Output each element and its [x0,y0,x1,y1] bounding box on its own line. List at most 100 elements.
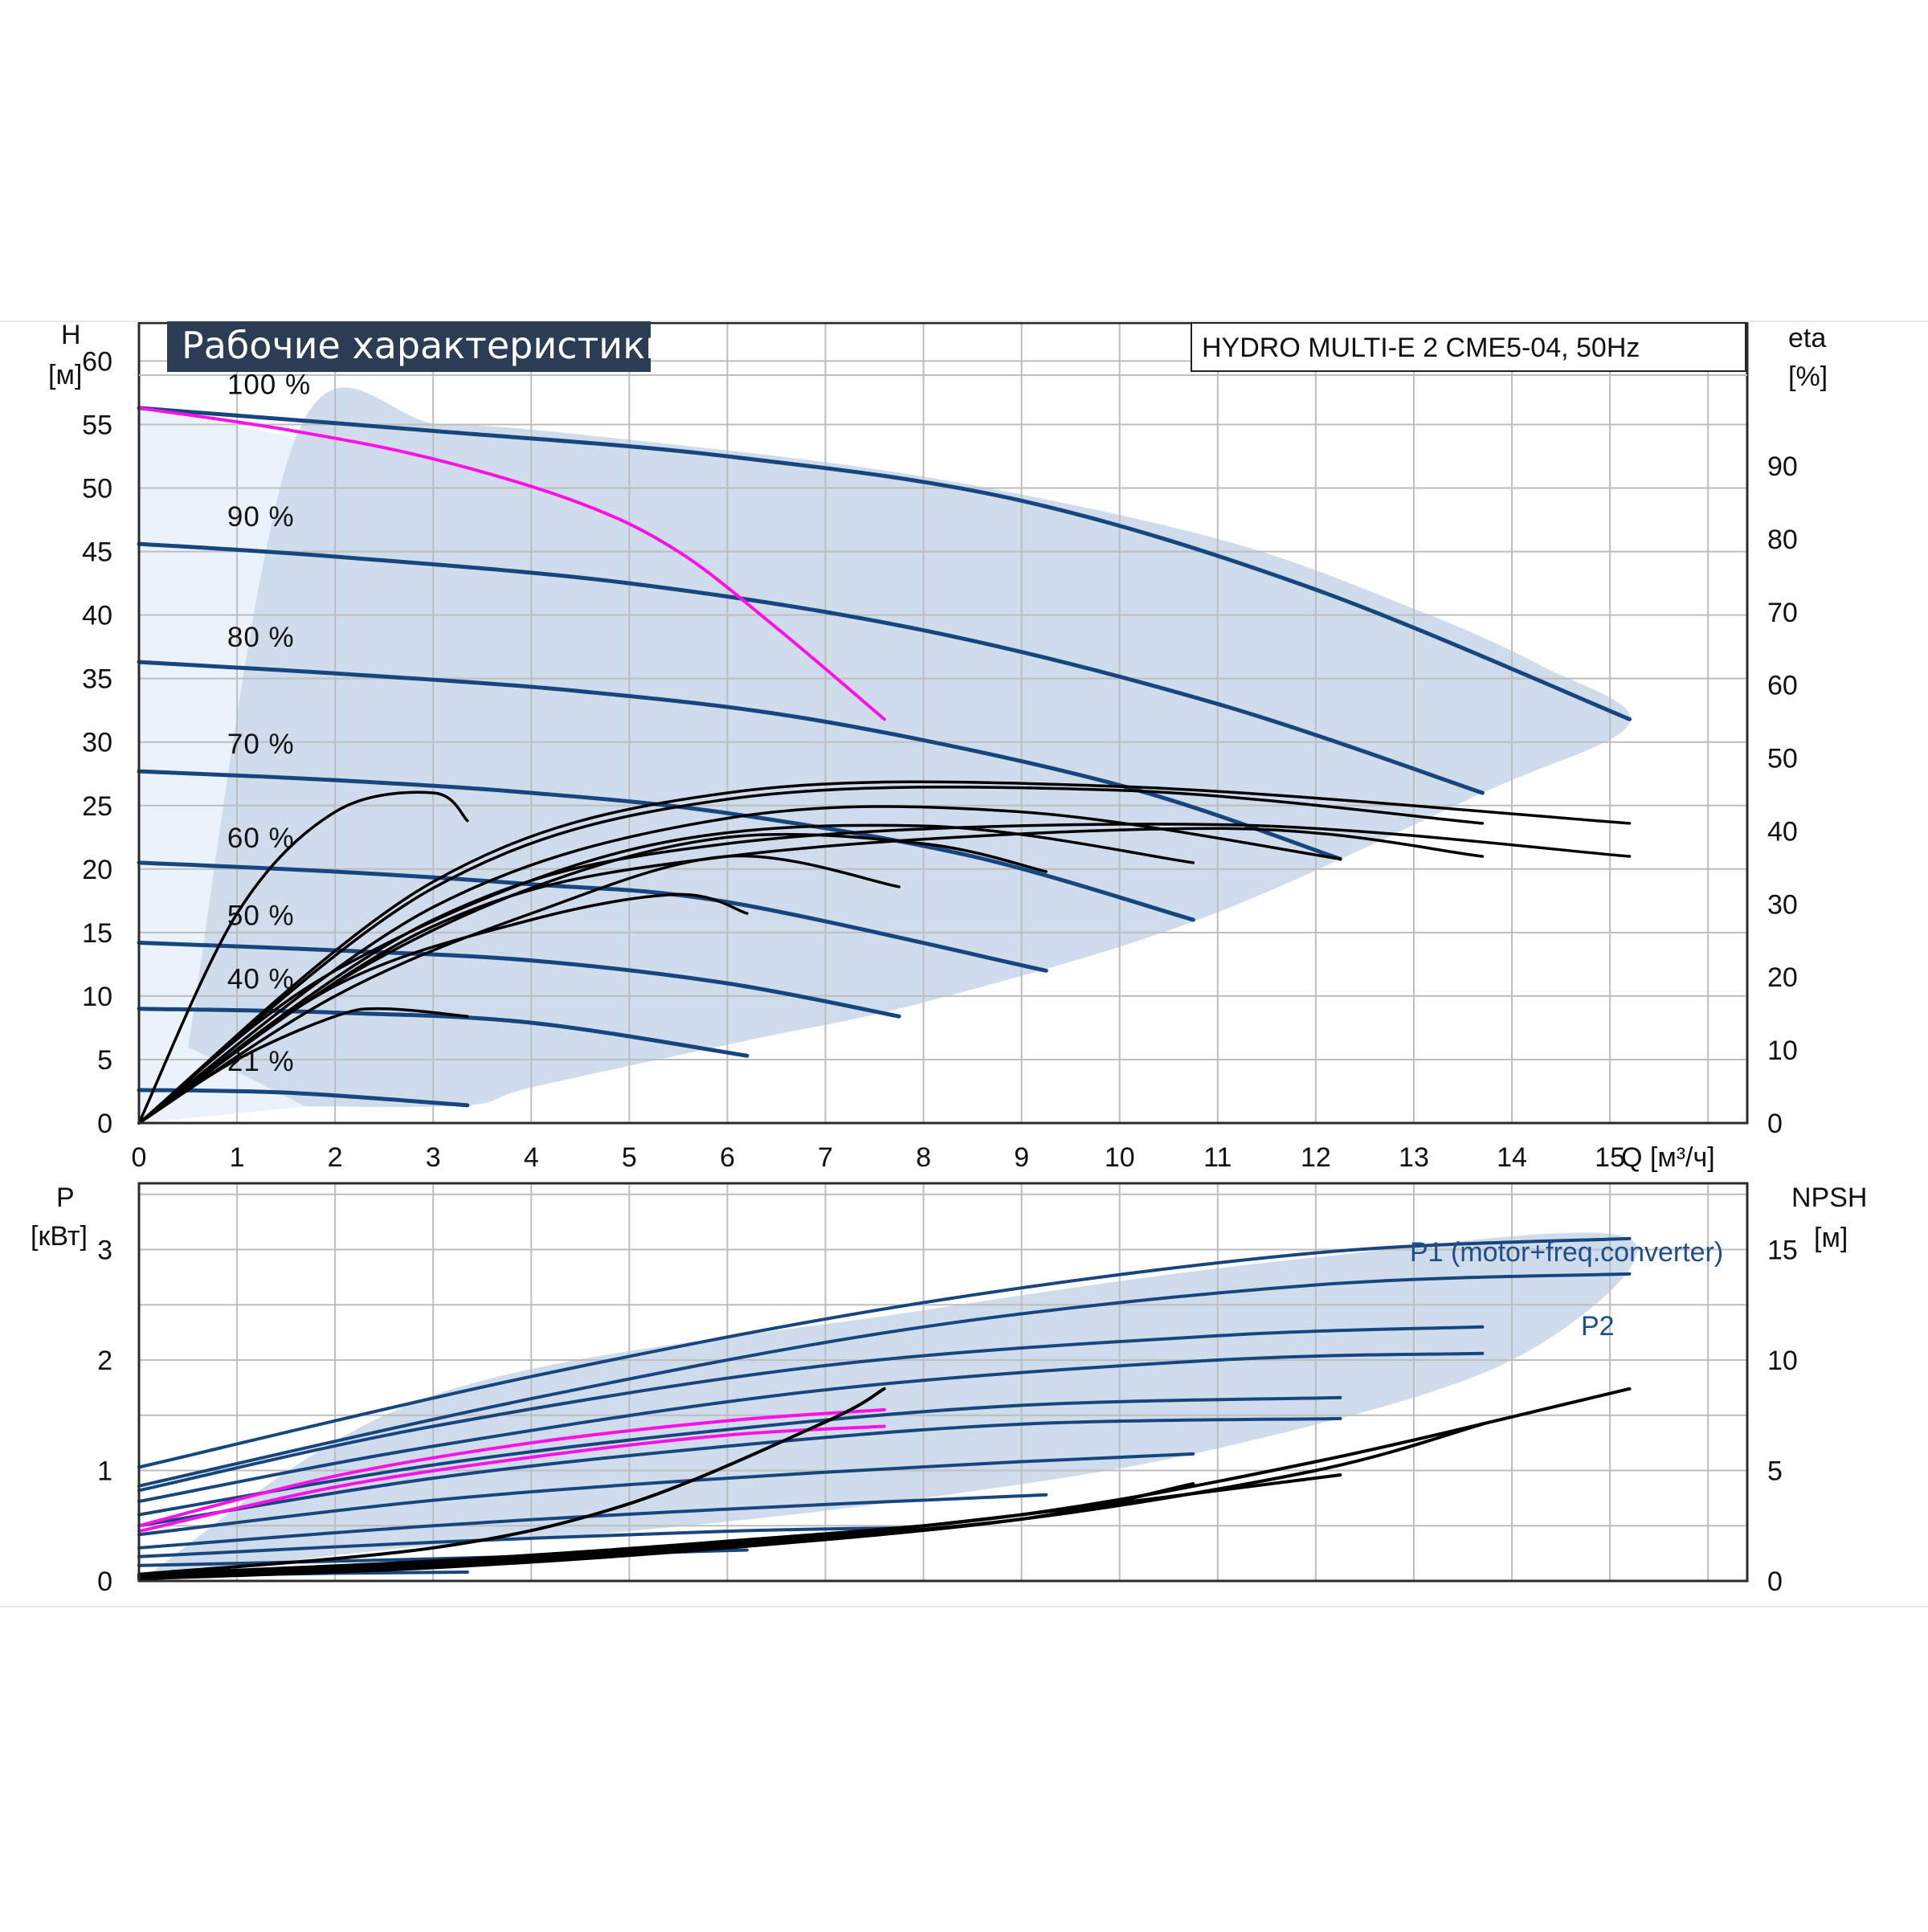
eta-tick-label: 60 [1767,671,1798,701]
upper-eff-curve-17 [137,780,1632,1125]
x-tick-label: 12 [1301,1142,1331,1173]
eta-tick-label: 90 [1767,451,1798,482]
upper-head-curve-2 [137,660,1342,861]
head-tick-label: 50 [82,474,112,504]
title-box [167,321,651,372]
x-tick-label: 11 [1203,1142,1232,1173]
npsh-tick-label: 0 [1767,1566,1783,1597]
speed-label: 40 % [227,963,295,995]
lower-power-curve-1 [137,1272,1632,1488]
power-axis-unit: [кВт] [31,1221,88,1252]
labels-layer: 0 1 2 3 4 5 6 7 8 9 10 11 12 13 14 15051015202530354045… [82,346,1798,1597]
upper-eff-curve-12 [137,854,901,1125]
head-tick-label: 30 [82,728,112,758]
lower-power-curve-4 [137,1395,1342,1517]
x-tick-label: 9 [1014,1142,1029,1173]
lower-power-curve-7 [137,1493,1048,1550]
operating-region [188,387,1631,1108]
x-tick-label: 0 [132,1142,147,1173]
lower-npsh-curve-17 [137,1387,886,1576]
lower-npsh-curve-15 [137,1473,1342,1579]
eta-tick-label: 0 [1767,1109,1783,1139]
upper-eff-curve-9 [137,790,469,1125]
power-tick-label: 1 [97,1456,112,1487]
speed-label: 21 % [227,1046,295,1077]
npsh-axis-unit: [м] [1814,1223,1848,1253]
model-label: HYDRO MULTI-E 2 CME5-04, 50Hz [1202,333,1640,363]
eta-axis-unit: [%] [1788,361,1828,392]
speed-label: 70 % [227,729,295,760]
head-tick-label: 15 [82,918,112,949]
npsh-axis-symbol: NPSH [1791,1182,1867,1213]
upper-eff-curve-16 [137,785,1485,1125]
upper-head-curve-0 [137,406,1632,721]
x-tick-label: 2 [328,1142,343,1173]
x-tick-label: 15 [1595,1142,1625,1173]
upper-plot-frame [137,321,1749,1125]
eta-tick-label: 80 [1767,525,1798,555]
speed-label: 100 % [227,370,311,401]
chart-title: Рабочие характеристики [182,324,669,367]
eta-tick-label: 30 [1767,889,1798,920]
head-tick-label: 10 [82,982,112,1012]
head-tick-label: 0 [97,1109,112,1139]
flow-axis-title: Q [м³/ч] [1621,1142,1715,1173]
lower-power-curve-2 [137,1325,1485,1493]
power-tick-label: 0 [97,1566,112,1597]
x-tick-label: 6 [720,1142,735,1173]
upper-eff-curve-19 [137,827,1485,1125]
upper-head-curve-1 [137,541,1485,795]
x-tick-label: 5 [622,1142,637,1173]
head-axis-symbol: H [61,320,81,350]
npsh-tick-label: 15 [1767,1236,1798,1266]
x-tick-label: 1 [230,1142,245,1173]
lower-npsh-curve-16 [137,1482,1195,1581]
power-tick-label: 3 [97,1236,112,1266]
lower-power-curve-6 [137,1452,1195,1537]
lower-power-curve-3 [137,1351,1485,1503]
head-tick-label: 20 [82,855,112,885]
head-tick-label: 25 [82,791,112,822]
x-tick-label: 7 [818,1142,833,1173]
head-tick-label: 40 [82,601,112,631]
model-box [1191,322,1746,372]
x-tick-label: 14 [1497,1142,1527,1173]
upper-head-curve-3 [137,769,1195,922]
x-tick-label: 8 [916,1142,931,1173]
head-tick-label: 45 [82,537,112,568]
eta-tick-label: 10 [1767,1035,1798,1066]
x-tick-label: 13 [1399,1142,1429,1173]
head-tick-label: 55 [82,410,112,440]
lower-power-curve-5 [137,1416,1342,1528]
head-axis-unit: [м] [48,360,82,390]
eta-tick-label: 70 [1767,598,1798,628]
frame-layer [0,321,1928,1607]
eta-tick-label: 20 [1767,962,1798,993]
x-tick-label: 4 [524,1142,539,1173]
lower-power-curve-8 [137,1526,901,1558]
lower-system-curve-11 [137,1407,886,1528]
head-tick-label: 35 [82,664,112,695]
speed-label: 50 % [227,900,295,931]
power-tick-label: 2 [97,1346,112,1376]
upper-head-curve-6 [137,1007,750,1058]
speed-label: 60 % [227,823,295,854]
upper-eff-curve-18 [137,823,1632,1125]
p2-legend: P2 [1581,1311,1615,1342]
upper-system-curve-8 [137,406,886,721]
speed-label: 80 % [227,622,295,653]
p1-legend: P1 (motor+freq.converter) [1410,1237,1723,1268]
operating-region-layer [139,387,1637,1581]
lower-power-curve-0 [137,1236,1632,1469]
upper-head-curve-5 [137,941,901,1019]
head-tick-label: 60 [82,346,112,377]
power-axis-symbol: P [56,1182,75,1213]
head-tick-label: 5 [97,1045,112,1076]
x-tick-label: 3 [426,1142,441,1173]
speed-label: 90 % [227,501,295,533]
lower-plot-frame [137,1182,1749,1583]
x-tick-label: 10 [1105,1142,1135,1173]
npsh-tick-label: 5 [1767,1456,1783,1487]
